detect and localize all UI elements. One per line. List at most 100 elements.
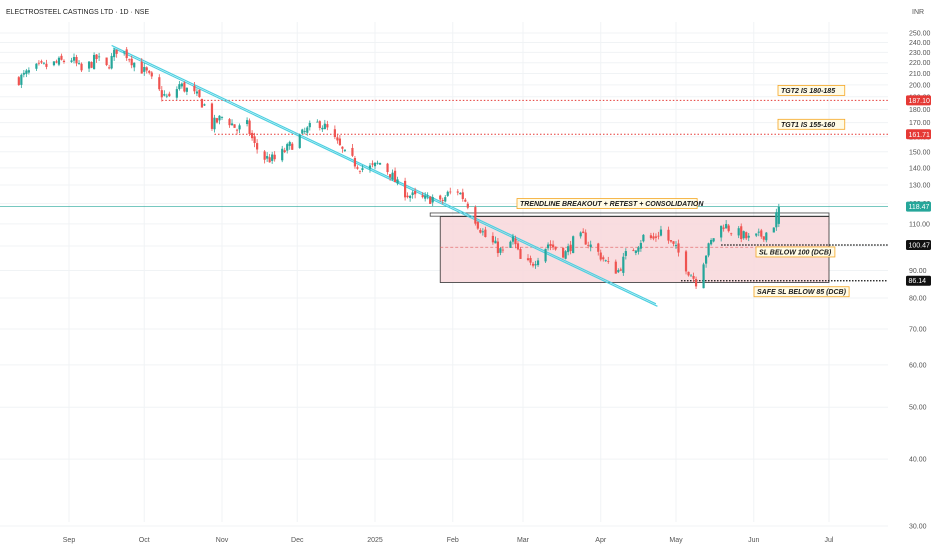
candle-body	[760, 230, 763, 237]
candle-body	[514, 238, 517, 245]
candle-body	[634, 250, 637, 253]
candle-body	[772, 227, 775, 233]
annotation-text: TGT1 IS 155-160	[781, 122, 835, 129]
candle-body	[180, 83, 183, 87]
candle-body	[529, 257, 532, 263]
y-tick-label: 60.00	[909, 362, 927, 369]
candle-body	[87, 61, 91, 69]
candle-body	[158, 77, 161, 90]
candle-body	[694, 279, 698, 287]
candle-body	[710, 240, 713, 245]
annotation-text: SL BELOW 100 (DCB)	[759, 249, 832, 256]
candle-body	[496, 241, 500, 254]
candle-body	[145, 67, 148, 71]
candle-body	[677, 243, 680, 253]
y-tick-label: 210.00	[909, 71, 931, 78]
candle-body	[253, 136, 256, 144]
candle-body	[248, 120, 251, 134]
candle-body	[168, 93, 171, 97]
candle-body	[441, 199, 444, 201]
candle-body	[692, 275, 695, 279]
candle-body	[439, 195, 442, 200]
candle-body	[587, 244, 590, 246]
candle-body	[562, 247, 565, 258]
candle-body	[689, 275, 693, 277]
y-tick-label: 70.00	[909, 326, 927, 333]
candle-body	[481, 231, 484, 233]
chart-title: ELECTROSTEEL CASTINGS LTD · 1D · NSE	[6, 9, 149, 16]
candle-body	[393, 170, 397, 183]
candle-body	[72, 57, 76, 61]
candle-body	[125, 49, 128, 59]
candle-body	[80, 63, 83, 71]
candle-body	[444, 197, 447, 202]
candle-body	[42, 62, 46, 64]
candle-body	[461, 192, 464, 200]
candle-body	[466, 203, 469, 208]
candle-body	[409, 195, 412, 199]
candle-body	[604, 260, 607, 262]
trendline-parallel	[112, 47, 658, 307]
trendline[interactable]	[111, 44, 658, 307]
y-tick-label: 150.00	[909, 149, 931, 156]
candle-body	[373, 162, 377, 167]
price-label-text: 86.14	[909, 278, 927, 285]
candle-body	[55, 61, 58, 63]
candle-body	[516, 243, 520, 250]
candle-body	[251, 132, 254, 139]
candle-body	[476, 222, 479, 229]
candle-body	[150, 72, 153, 77]
candle-body	[446, 191, 449, 196]
x-tick-label: Oct	[139, 537, 150, 544]
candle-body	[130, 58, 133, 66]
candle-body	[291, 143, 294, 150]
candle-body	[210, 103, 214, 129]
y-tick-label: 50.00	[909, 405, 927, 412]
candle-body	[404, 180, 407, 198]
candle-body	[388, 174, 392, 178]
candle-body	[245, 120, 249, 124]
candle-body	[70, 60, 73, 62]
candle-body	[674, 245, 678, 247]
y-tick-label: 130.00	[909, 183, 931, 190]
candle-body	[281, 148, 284, 161]
candle-body	[499, 248, 502, 253]
candle-body	[376, 162, 379, 164]
candle-body	[110, 55, 113, 69]
annotation-safe_sl: SAFE SL BELOW 85 (DCB)	[753, 286, 850, 298]
price-label-bg	[906, 275, 931, 286]
price-label-text: 187.10	[909, 98, 931, 105]
candle-body	[356, 167, 359, 169]
price-label-tgt2: 187.10	[906, 95, 931, 106]
candle-body	[614, 261, 617, 274]
candle-body	[160, 90, 163, 98]
candle-body	[421, 195, 424, 198]
annotation-text: TGT2 IS 180-185	[781, 88, 835, 95]
candle-body	[378, 162, 382, 165]
candle-body	[519, 249, 522, 259]
candle-body	[406, 195, 409, 198]
candle-body	[657, 235, 660, 237]
candle-body	[271, 154, 274, 161]
candle-body	[564, 251, 567, 259]
candle-body	[589, 244, 592, 248]
price-labels: 187.10 161.71 118.47 100.47 86.14	[906, 95, 931, 286]
candle-body	[62, 60, 66, 63]
candle-body	[113, 49, 116, 58]
x-tick-label: Jul	[825, 537, 834, 544]
candle-body	[491, 235, 494, 243]
price-label-bg	[906, 129, 931, 140]
currency-label: INR	[912, 9, 924, 16]
annotation-text: SAFE SL BELOW 85 (DCB)	[757, 289, 847, 296]
candle-body	[727, 225, 730, 232]
candle-body	[607, 261, 610, 262]
candle-body	[602, 257, 605, 260]
candle-body	[27, 70, 30, 73]
candle-body	[544, 248, 547, 262]
annotation-box	[777, 84, 846, 96]
candle-body	[579, 232, 582, 237]
candle-body	[687, 271, 690, 276]
candle-body	[546, 244, 550, 249]
candle-body	[464, 199, 467, 202]
